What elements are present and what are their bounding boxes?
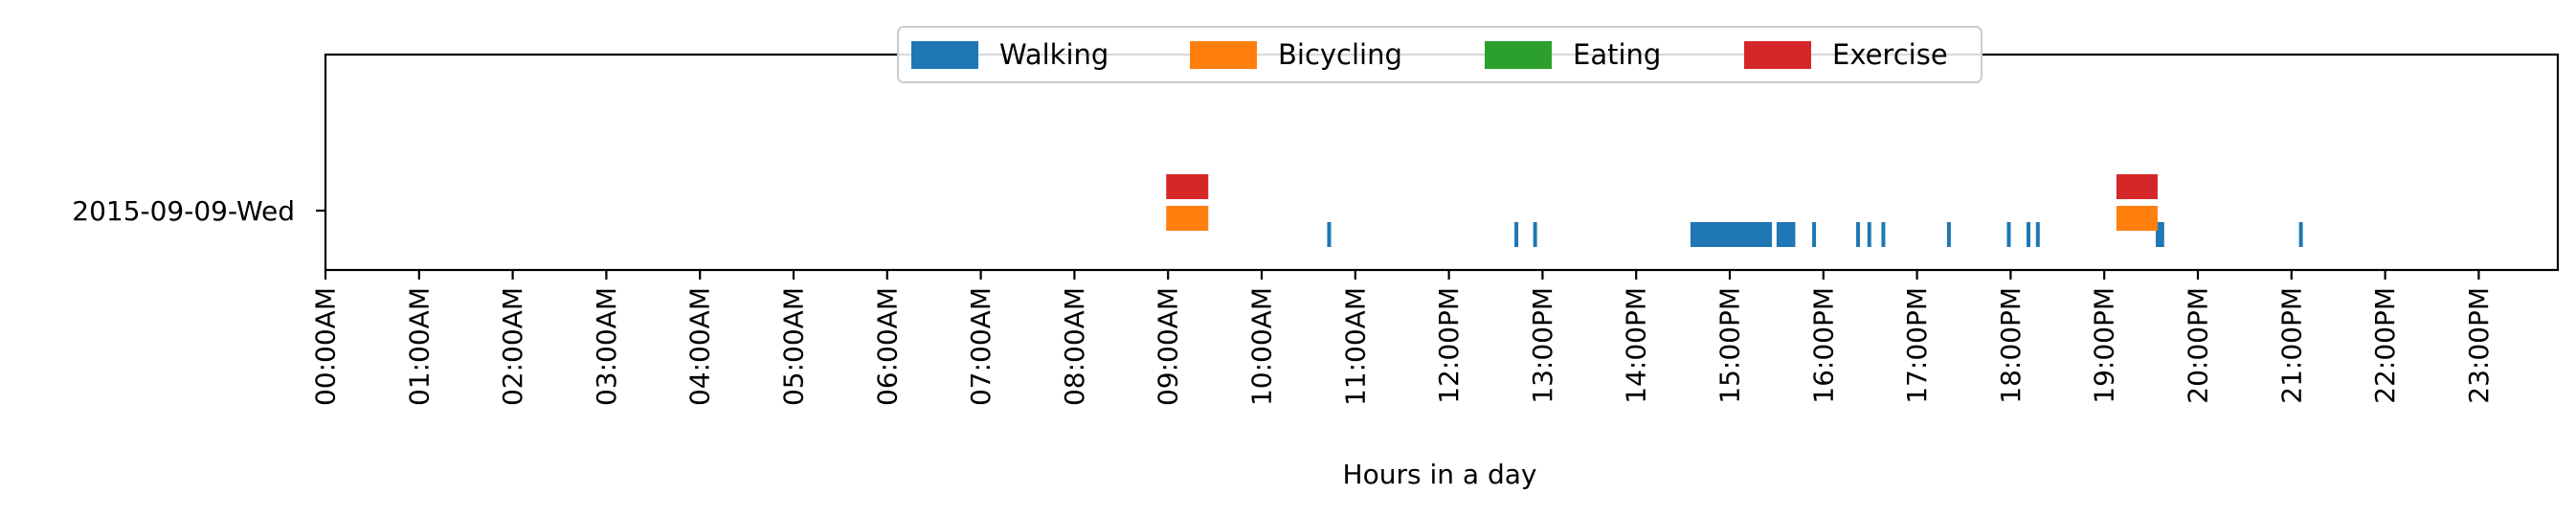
walking-bar	[1776, 222, 1796, 247]
x-tick-label: 06:00AM	[871, 287, 903, 406]
walking-bar	[1514, 222, 1519, 247]
x-tick-label: 14:00PM	[1621, 287, 1652, 404]
activity-bars	[1166, 174, 2303, 247]
walking-bar	[2155, 222, 2164, 247]
x-tick-label: 16:00PM	[1807, 287, 1839, 404]
walking-bar	[1946, 222, 1951, 247]
walking-bar	[2006, 222, 2011, 247]
bicycling-legend-swatch	[1190, 41, 1257, 69]
exercise-bar	[2116, 174, 2158, 199]
walking-legend-label: Walking	[999, 38, 1109, 71]
exercise-legend-swatch	[1744, 41, 1811, 69]
walking-bar	[2298, 222, 2303, 247]
x-tick-label: 00:00AM	[310, 287, 342, 406]
plot-area-background	[325, 55, 2558, 270]
x-tick-label: 04:00AM	[684, 287, 716, 406]
x-tick-label: 15:00PM	[1714, 287, 1746, 404]
walking-bar	[1856, 222, 1861, 247]
walking-bar	[2027, 222, 2031, 247]
walking-bar	[1881, 222, 1886, 247]
legend: Walking Bicycling Eating Exercise	[897, 26, 1982, 83]
x-tick-label: 22:00PM	[2369, 287, 2401, 404]
bicycling-bar	[2116, 206, 2158, 231]
y-tick-label: 2015-09-09-Wed	[72, 195, 295, 227]
x-tick-label: 09:00AM	[1153, 287, 1184, 406]
x-tick-label: 03:00AM	[591, 287, 622, 406]
x-tick-label: 18:00PM	[1995, 287, 2027, 404]
x-tick-label: 02:00AM	[497, 287, 528, 406]
x-tick-label: 23:00PM	[2463, 287, 2495, 404]
walking-bar	[1867, 222, 1871, 247]
x-tick-label: 11:00AM	[1339, 287, 1371, 406]
exercise-bar	[1166, 174, 1209, 199]
bicycling-bar	[1166, 206, 1209, 231]
x-tick-label: 01:00AM	[403, 287, 435, 406]
x-tick-label: 17:00PM	[1901, 287, 1933, 404]
x-tick-label: 05:00AM	[778, 287, 810, 406]
x-tick-label: 07:00AM	[965, 287, 997, 406]
x-tick-label: 21:00PM	[2275, 287, 2307, 404]
eating-legend-label: Eating	[1573, 38, 1661, 71]
legend-box	[897, 26, 1982, 83]
walking-bar	[1327, 222, 1332, 247]
walking-bar	[1690, 222, 1773, 247]
walking-bar	[1533, 222, 1537, 247]
x-axis-label: Hours in a day	[1343, 459, 1537, 490]
y-axis: 2015-09-09-Wed	[72, 195, 325, 227]
walking-bar	[1812, 222, 1817, 247]
x-tick-label: 10:00AM	[1246, 287, 1278, 406]
x-tick-label: 19:00PM	[2089, 287, 2120, 404]
exercise-legend-label: Exercise	[1832, 38, 1948, 71]
eating-legend-swatch	[1485, 41, 1552, 69]
x-tick-label: 08:00AM	[1059, 287, 1090, 406]
x-tick-label: 20:00PM	[2183, 287, 2214, 404]
x-tick-label: 13:00PM	[1527, 287, 1558, 404]
x-tick-label: 12:00PM	[1433, 287, 1465, 404]
x-axis: 00:00AM 01:00AM 02:00AM 03:00AM 04:00AM 05:00…	[310, 270, 2495, 406]
bicycling-legend-label: Bicycling	[1278, 38, 1402, 71]
walking-bar	[2035, 222, 2040, 247]
walking-legend-swatch	[911, 41, 978, 69]
